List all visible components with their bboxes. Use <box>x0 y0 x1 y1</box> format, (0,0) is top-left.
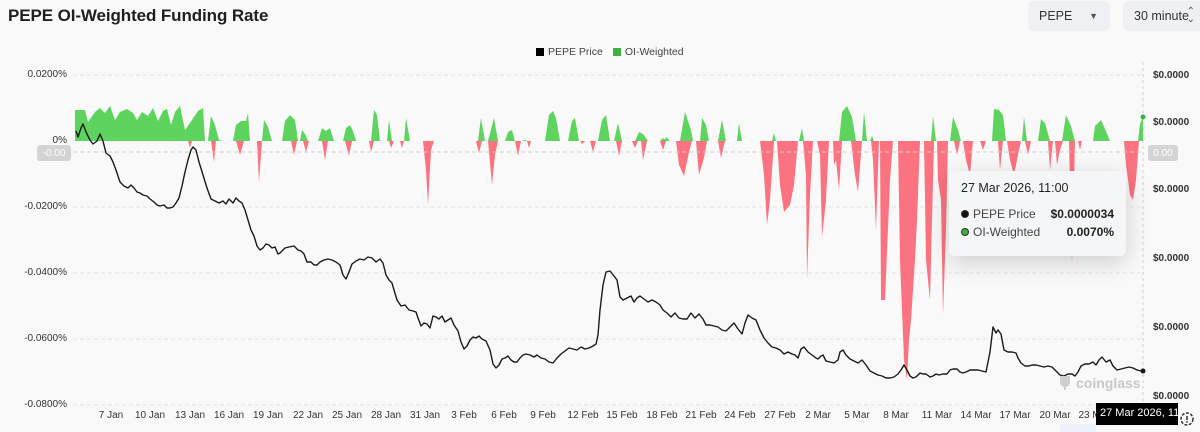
coin-select-value: PEPE <box>1039 9 1073 23</box>
y-right-tick: $0.0000 <box>1153 322 1190 333</box>
x-tick: 24 Feb <box>724 410 756 421</box>
y-left-tick: 0% <box>52 135 67 146</box>
updown-chevron-icon: ⌃ ⌄ <box>1186 6 1195 25</box>
interval-select-value: 30 minute <box>1134 9 1189 23</box>
oi-positive-area <box>75 106 1143 141</box>
x-tick: 31 Jan <box>409 410 441 421</box>
tooltip-timestamp: 27 Mar 2026, 11:00 <box>961 181 1069 195</box>
x-tick: 12 Feb <box>567 410 599 421</box>
y-left-tick: -0.0400% <box>24 267 67 278</box>
x-tick: 9 Feb <box>530 410 556 421</box>
dot-icon <box>961 228 969 236</box>
legend-swatch-oi <box>612 48 621 56</box>
x-tick: 20 Mar <box>1039 410 1071 421</box>
y-left-tick: -0.0200% <box>24 201 67 212</box>
y-right-crosshair-badge: 0.00 <box>1148 145 1178 161</box>
tooltip-price-value: $0.0000034 <box>1050 207 1114 221</box>
y-right-tick: $0.0000 <box>1153 70 1190 81</box>
y-right-tick: $0.0000 <box>1153 391 1190 402</box>
x-tick: 16 Jan <box>213 410 245 421</box>
x-tick: 17 Mar <box>999 410 1031 421</box>
y-left-tick: -0.0800% <box>24 399 67 410</box>
price-line <box>75 123 1143 379</box>
y-left-crosshair-badge: -0.00 <box>37 145 71 161</box>
y-right-tick: $0.0000 <box>1153 117 1190 128</box>
coinglass-logo-icon <box>1060 376 1070 390</box>
legend-item-oi-weighted[interactable]: OI-Weighted <box>612 46 684 58</box>
caret-down-icon: ▼ <box>1089 11 1098 21</box>
coinglass-watermark: coinglass <box>1058 374 1141 392</box>
x-tick: 18 Feb <box>646 410 678 421</box>
x-tick: 6 Feb <box>491 410 517 421</box>
x-tick: 13 Jan <box>174 410 206 421</box>
interval-select[interactable]: 30 minute ⌃ ⌄ <box>1123 1 1200 31</box>
x-tick: 25 Jan <box>331 410 363 421</box>
legend-label: PEPE Price <box>548 46 603 58</box>
scroll-indicator[interactable] <box>1060 424 1096 432</box>
legend-swatch-price <box>536 48 544 56</box>
x-tick: 28 Jan <box>370 410 402 421</box>
y-right-tick: $0.0000 <box>1153 253 1190 264</box>
tooltip-row-oi: OI-Weighted 0.0070% <box>961 223 1114 241</box>
gridlines <box>73 74 1143 406</box>
y-right-tick: $0.0000 <box>1153 184 1190 195</box>
hover-point-price <box>1140 368 1146 374</box>
tooltip-row-price: PEPE Price $0.0000034 <box>961 205 1114 223</box>
x-tick: 10 Jan <box>134 410 166 421</box>
x-tick: 5 Mar <box>844 410 870 421</box>
legend-item-price[interactable]: PEPE Price <box>536 46 603 58</box>
oi-negative-area <box>188 141 1139 380</box>
legend-label: OI-Weighted <box>624 46 684 58</box>
x-tick: 15 Feb <box>606 410 638 421</box>
x-tick: 3 Feb <box>451 410 477 421</box>
x-tick: 21 Feb <box>685 410 717 421</box>
x-tick: 14 Mar <box>960 410 992 421</box>
x-tick: 7 Jan <box>98 410 124 421</box>
x-tick: 19 Jan <box>252 410 284 421</box>
coin-select[interactable]: PEPE ▼ <box>1028 1 1110 31</box>
x-tick: 27 Feb <box>764 410 796 421</box>
x-tick: 23 Mar <box>1078 410 1110 421</box>
dot-icon <box>961 210 969 218</box>
x-tick: 11 Mar <box>921 410 953 421</box>
x-tick: 22 Jan <box>292 410 324 421</box>
page-title: PEPE OI-Weighted Funding Rate <box>8 6 269 25</box>
chart-legend: PEPE Price OI-Weighted <box>536 46 684 58</box>
chart-tooltip: 27 Mar 2026, 11:00 PEPE Price $0.0000034… <box>949 171 1126 256</box>
tooltip-oi-value: 0.0070% <box>1066 225 1114 239</box>
y-left-tick: 0.0200% <box>27 69 67 80</box>
y-left-tick: -0.0600% <box>24 333 67 344</box>
settings-gear-icon[interactable] <box>1179 411 1195 427</box>
hover-point-oi <box>1140 114 1146 120</box>
x-tick: 8 Mar <box>883 410 909 421</box>
x-crosshair-label: 27 Mar 2026, 11:00 <box>1096 403 1178 425</box>
x-tick: 2 Mar <box>805 410 831 421</box>
